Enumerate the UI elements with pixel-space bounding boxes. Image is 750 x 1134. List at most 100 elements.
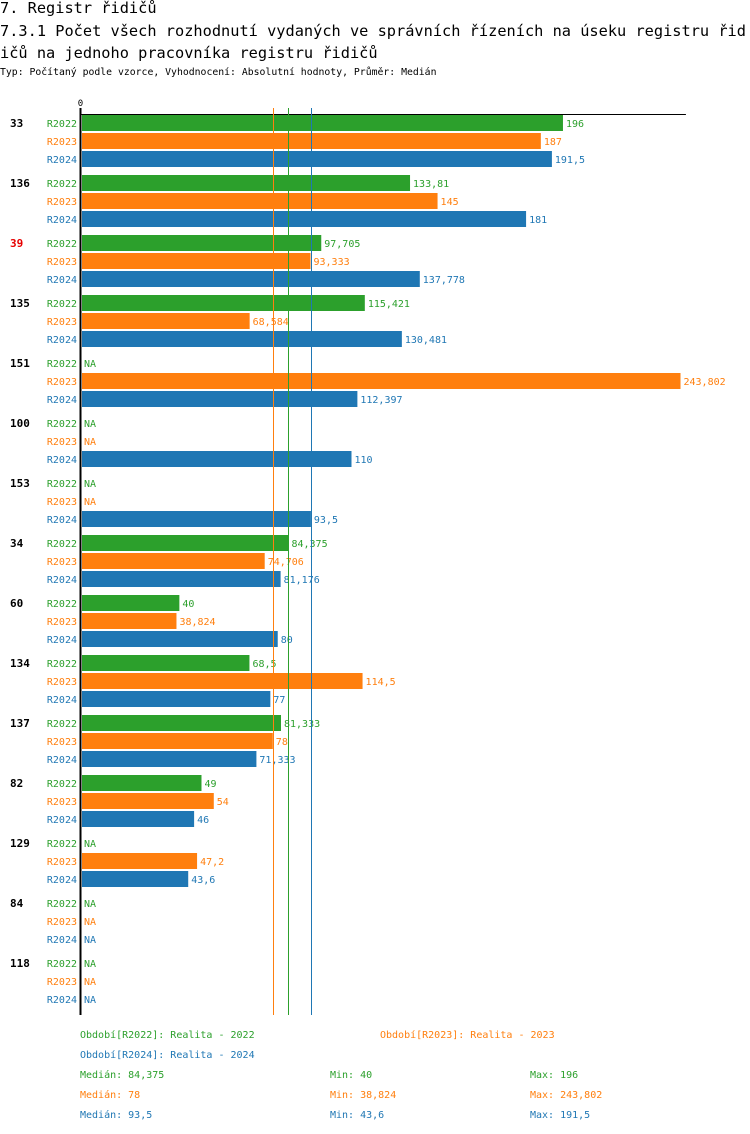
value-label: 110 — [354, 455, 372, 466]
na-label: NA — [84, 359, 96, 370]
category-label: 136 — [10, 177, 30, 190]
bar-r2024 — [82, 811, 195, 827]
series-label-r2022: R2022 — [47, 719, 77, 730]
series-label-r2023: R2023 — [47, 677, 77, 688]
category-label: 33 — [10, 117, 23, 130]
na-label: NA — [84, 935, 96, 946]
value-label: 71,333 — [259, 755, 295, 766]
stat-median-r2024: Medián: 93,5 — [80, 1110, 153, 1121]
bar-r2022 — [82, 115, 563, 131]
chart-title: 7.3.1 Počet všech rozhodnutí vydaných ve… — [0, 22, 746, 62]
series-label-r2023: R2023 — [47, 437, 77, 448]
bars-layer — [82, 115, 681, 887]
value-label: 112,397 — [360, 395, 402, 406]
series-label-r2024: R2024 — [47, 155, 77, 166]
category-label: 153 — [10, 477, 30, 490]
stat-max-r2024: Max: 191,5 — [530, 1110, 591, 1121]
category-label: 34 — [10, 537, 24, 550]
legend-item-r2024: Období[R2024]: Realita - 2024 — [80, 1050, 255, 1061]
value-label: 81,333 — [284, 719, 320, 730]
value-label: 243,802 — [684, 377, 726, 388]
value-label: 115,421 — [368, 299, 410, 310]
value-label: 137,778 — [423, 275, 465, 286]
series-label-r2022: R2022 — [47, 779, 77, 790]
category-label: 84 — [10, 897, 24, 910]
series-label-r2022: R2022 — [47, 959, 77, 970]
bar-r2023 — [82, 373, 681, 389]
chart-subtitle: Typ: Počítaný podle vzorce, Vyhodnocení:… — [0, 67, 437, 78]
value-label: 80 — [281, 635, 293, 646]
axis-layer: 0 — [78, 99, 686, 1015]
value-label: 84,375 — [291, 539, 327, 550]
na-label: NA — [84, 977, 96, 988]
bar-r2024 — [82, 571, 281, 587]
stat-min-r2023: Min: 38,824 — [330, 1090, 397, 1101]
series-label-r2022: R2022 — [47, 299, 77, 310]
na-label: NA — [84, 995, 96, 1006]
series-label-r2024: R2024 — [47, 635, 77, 646]
bar-r2022 — [82, 715, 281, 731]
na-label: NA — [84, 419, 96, 430]
series-label-r2024: R2024 — [47, 935, 77, 946]
x-tick-label: 0 — [78, 99, 83, 109]
series-label-r2024: R2024 — [47, 995, 77, 1006]
series-label-r2023: R2023 — [47, 317, 77, 328]
series-label-r2024: R2024 — [47, 455, 77, 466]
series-label-r2023: R2023 — [47, 977, 77, 988]
bar-r2023 — [82, 733, 273, 749]
series-label-r2023: R2023 — [47, 557, 77, 568]
bar-r2023 — [82, 253, 311, 269]
value-label: 78 — [276, 737, 288, 748]
stat-max-r2022: Max: 196 — [530, 1070, 579, 1081]
category-label: 137 — [10, 717, 30, 730]
category-label: 82 — [10, 777, 23, 790]
bar-r2024 — [82, 451, 352, 467]
series-label-r2023: R2023 — [47, 857, 77, 868]
bar-r2022 — [82, 235, 322, 251]
series-label-r2023: R2023 — [47, 617, 77, 628]
series-label-r2024: R2024 — [47, 275, 77, 286]
value-label: 130,481 — [405, 335, 447, 346]
na-label: NA — [84, 479, 96, 490]
na-label: NA — [84, 917, 96, 928]
bar-r2024 — [82, 631, 278, 647]
series-label-r2023: R2023 — [47, 377, 77, 388]
bar-r2022 — [82, 535, 289, 551]
bar-r2022 — [82, 295, 365, 311]
bar-r2024 — [82, 511, 311, 527]
value-label: 49 — [204, 779, 216, 790]
value-label: 54 — [217, 797, 229, 808]
value-label: 114,5 — [366, 677, 396, 688]
category-label: 135 — [10, 297, 30, 310]
category-label: 129 — [10, 837, 30, 850]
stat-min-r2024: Min: 43,6 — [330, 1110, 385, 1121]
category-label: 134 — [10, 657, 30, 670]
na-label: NA — [84, 839, 96, 850]
series-label-r2024: R2024 — [47, 815, 77, 826]
bar-r2023 — [82, 793, 214, 809]
value-label: 181 — [529, 215, 547, 226]
value-label: 191,5 — [555, 155, 585, 166]
na-label: NA — [84, 959, 96, 970]
bar-r2022 — [82, 175, 411, 191]
series-label-r2022: R2022 — [47, 539, 77, 550]
bar-r2023 — [82, 313, 250, 329]
category-label: 151 — [10, 357, 30, 370]
bar-r2023 — [82, 613, 177, 629]
category-label: 100 — [10, 417, 30, 430]
value-label: 46 — [197, 815, 209, 826]
median-lines — [273, 108, 312, 1015]
series-label-r2023: R2023 — [47, 137, 77, 148]
bar-r2024 — [82, 691, 271, 707]
bar-r2024 — [82, 331, 402, 347]
series-label-r2023: R2023 — [47, 917, 77, 928]
bar-r2022 — [82, 775, 202, 791]
legend-item-r2023: Období[R2023]: Realita - 2023 — [380, 1030, 555, 1041]
bar-r2022 — [82, 595, 180, 611]
na-label: NA — [84, 497, 96, 508]
bar-r2023 — [82, 673, 363, 689]
stat-median-r2022: Medián: 84,375 — [80, 1070, 165, 1081]
series-label-r2024: R2024 — [47, 335, 77, 346]
bar-r2024 — [82, 871, 189, 887]
legend-item-r2022: Období[R2022]: Realita - 2022 — [80, 1030, 255, 1041]
